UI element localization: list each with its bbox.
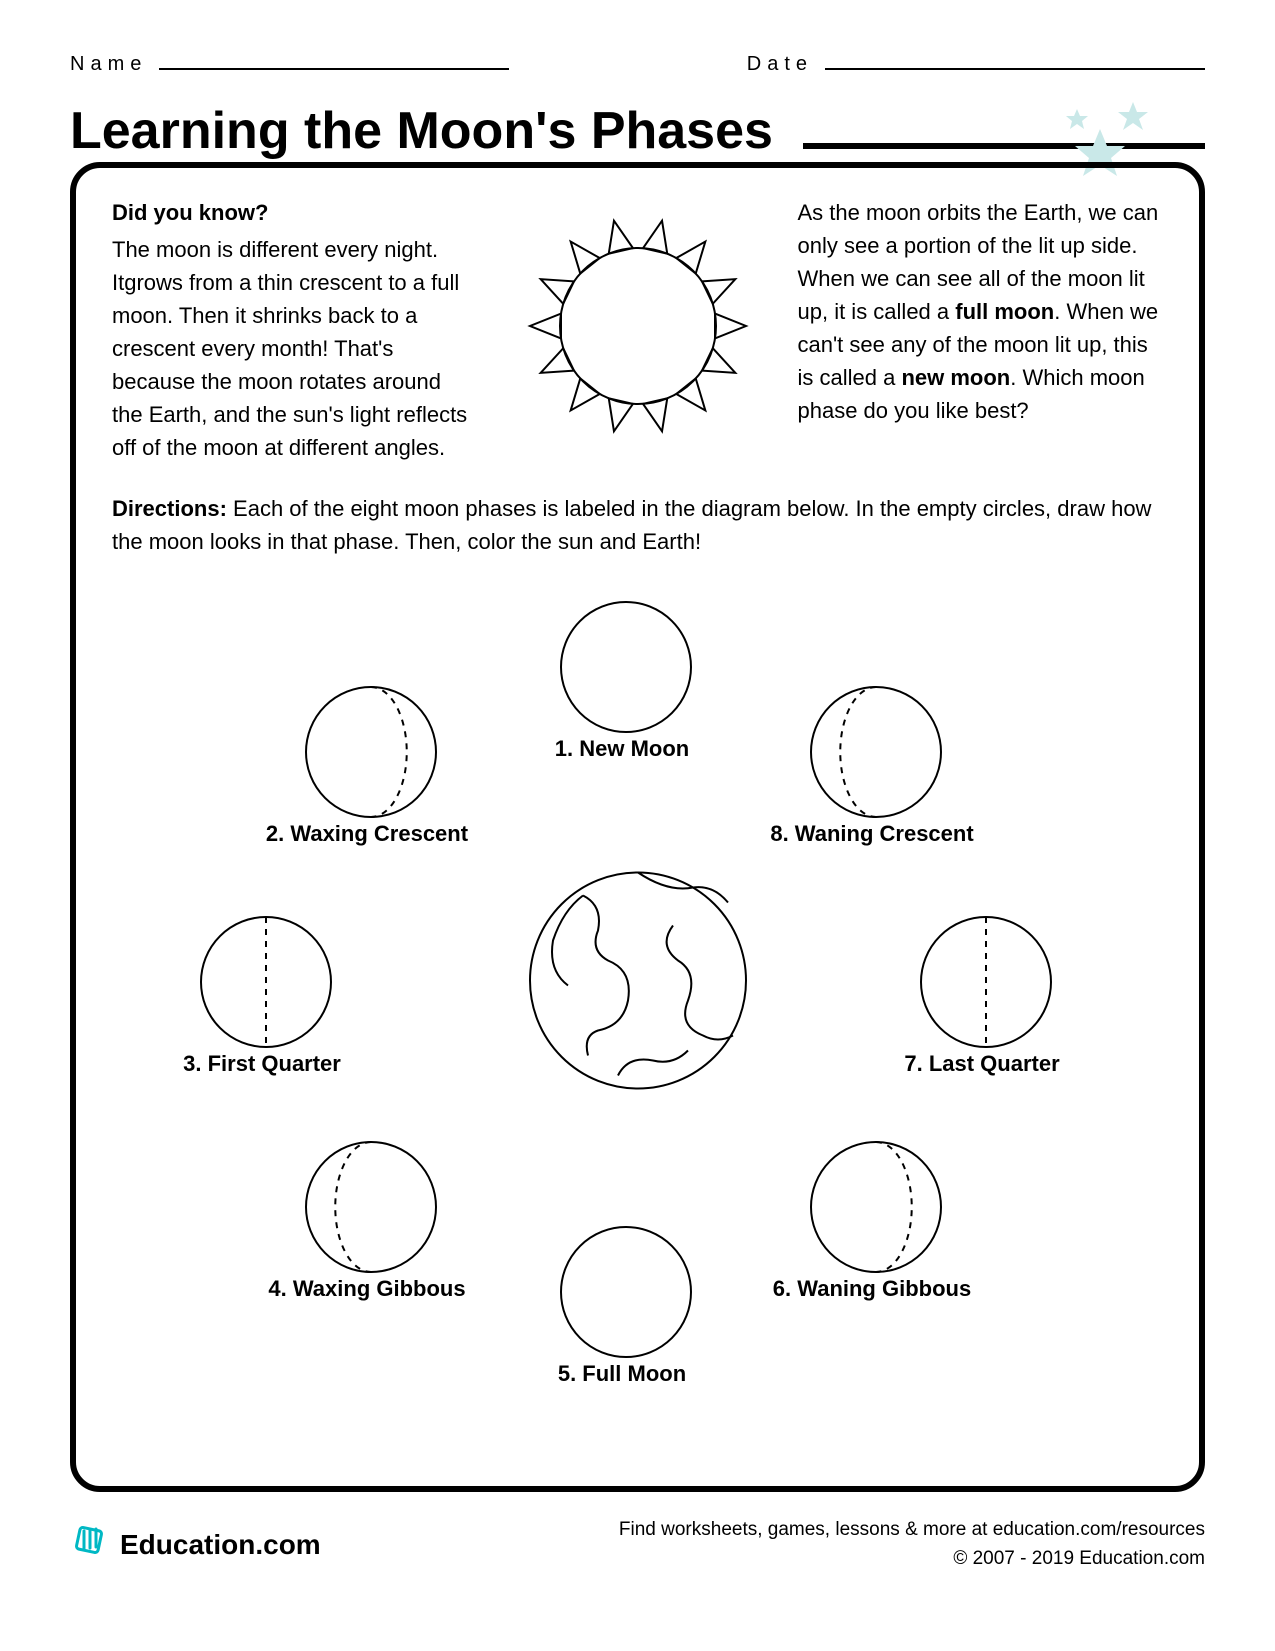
date-blank[interactable] [825, 50, 1205, 70]
intro-right-b1: full moon [955, 299, 1054, 324]
sun-illustration [508, 196, 768, 464]
directions: Directions: Each of the eight moon phase… [112, 492, 1163, 558]
footer: Education.com Find worksheets, games, le… [70, 1516, 1205, 1573]
phase-6-label: 6. Waning Gibbous [762, 1276, 982, 1302]
phase-6: 6. Waning Gibbous [762, 1138, 982, 1302]
phase-4-label: 4. Waxing Gibbous [257, 1276, 477, 1302]
phase-6-circle[interactable] [807, 1138, 937, 1268]
phase-8: 8. Waning Crescent [762, 683, 982, 847]
intro-section: Did you know? The moon is different ever… [112, 196, 1163, 464]
phase-7-circle[interactable] [917, 913, 1047, 1043]
phase-7-label: 7. Last Quarter [872, 1051, 1092, 1077]
phase-8-label: 8. Waning Crescent [762, 821, 982, 847]
brand-text: Education.com [120, 1529, 321, 1561]
name-blank[interactable] [159, 50, 509, 70]
intro-right-b3: new moon [901, 365, 1010, 390]
phase-2-label: 2. Waxing Crescent [257, 821, 477, 847]
directions-text: Each of the eight moon phases is labeled… [112, 496, 1151, 554]
phase-4: 4. Waxing Gibbous [257, 1138, 477, 1302]
footer-right: Find worksheets, games, lessons & more a… [619, 1516, 1205, 1573]
phase-1-label: 1. New Moon [512, 736, 732, 762]
title-row: Learning the Moon's Phases [70, 94, 1205, 168]
phase-3-label: 3. First Quarter [152, 1051, 372, 1077]
phase-3: 3. First Quarter [152, 913, 372, 1077]
phase-5: 5. Full Moon [512, 1223, 732, 1387]
name-label: Name [70, 53, 147, 76]
footer-tagline: Find worksheets, games, lessons & more a… [619, 1516, 1205, 1545]
did-you-know-heading: Did you know? [112, 196, 478, 229]
phases-diagram: 1. New Moon 2. Waxing Crescent 3. First … [112, 568, 1163, 1398]
intro-right: As the moon orbits the Earth, we can onl… [798, 196, 1164, 464]
phase-5-circle[interactable] [557, 1223, 687, 1353]
content-box: Did you know? The moon is different ever… [70, 162, 1205, 1492]
phase-3-circle[interactable] [197, 913, 327, 1043]
intro-left: Did you know? The moon is different ever… [112, 196, 478, 464]
page-title: Learning the Moon's Phases [70, 101, 773, 161]
phase-5-label: 5. Full Moon [512, 1361, 732, 1387]
phase-4-circle[interactable] [302, 1138, 432, 1268]
phase-2: 2. Waxing Crescent [257, 683, 477, 847]
phase-1-circle[interactable] [557, 598, 687, 728]
phase-8-circle[interactable] [807, 683, 937, 813]
directions-label: Directions: [112, 496, 227, 521]
footer-copyright: © 2007 - 2019 Education.com [619, 1545, 1205, 1574]
header-fields: Name Date [70, 50, 1205, 76]
date-field[interactable]: Date [747, 50, 1205, 76]
name-field[interactable]: Name [70, 50, 509, 76]
phase-2-circle[interactable] [302, 683, 432, 813]
phase-1: 1. New Moon [512, 598, 732, 762]
phase-7: 7. Last Quarter [872, 913, 1092, 1077]
date-label: Date [747, 53, 813, 76]
intro-left-text: The moon is different every night. Itgro… [112, 233, 478, 464]
brand-icon [70, 1521, 110, 1568]
earth-illustration [523, 866, 753, 1101]
brand: Education.com [70, 1521, 321, 1568]
